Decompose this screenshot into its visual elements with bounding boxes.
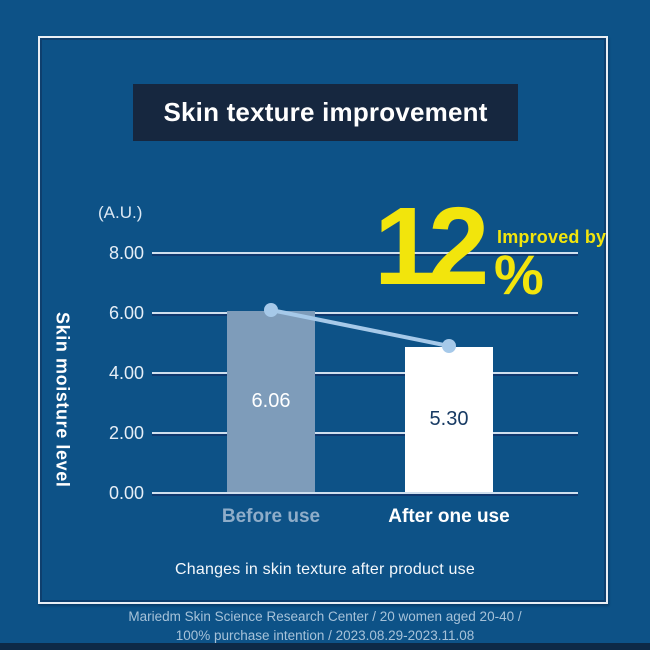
- y-tick-0: 0.00: [108, 483, 144, 503]
- gridline-4: [152, 372, 578, 374]
- x-label-before-use: Before use: [221, 506, 321, 527]
- improvement-percent-sign: %: [494, 243, 544, 306]
- chart-caption: Changes in skin texture after product us…: [175, 561, 475, 578]
- improvement-label: Improved by: [497, 227, 607, 247]
- bottom-edge-strip: [0, 643, 650, 650]
- x-label-after-one-use: After one use: [388, 506, 510, 527]
- gridline-2: [152, 432, 578, 434]
- y-tick-6: 6.00: [108, 303, 144, 323]
- bar-before-use: 6.06: [227, 311, 315, 492]
- bar-after-value: 5.30: [429, 408, 469, 430]
- gridline-6: [152, 312, 578, 314]
- improvement-number: 12: [374, 185, 489, 308]
- y-tick-4: 4.00: [108, 363, 144, 383]
- gridline-8: [152, 252, 578, 254]
- axis-unit-label: (A.U.): [98, 203, 143, 222]
- data-point-after: [442, 339, 456, 353]
- gridline-0: [152, 492, 578, 494]
- data-point-before: [264, 303, 278, 317]
- footer-source-note: Mariedm Skin Science Research Center / 2…: [0, 607, 650, 645]
- bar-after-one-use: 5.30: [405, 347, 493, 492]
- bar-before-value: 6.06: [251, 390, 291, 412]
- y-axis-title: Skin moisture level: [52, 312, 73, 488]
- page-title: Skin texture improvement: [163, 97, 488, 127]
- card-frame: [38, 36, 608, 604]
- y-tick-8: 8.00: [108, 243, 144, 263]
- y-tick-2: 2.00: [108, 423, 144, 443]
- title-banner: Skin texture improvement: [133, 84, 518, 141]
- footer-line-1: Mariedm Skin Science Research Center / 2…: [128, 609, 522, 624]
- footer-line-2: 100% purchase intention / 2023.08.29-202…: [175, 628, 475, 643]
